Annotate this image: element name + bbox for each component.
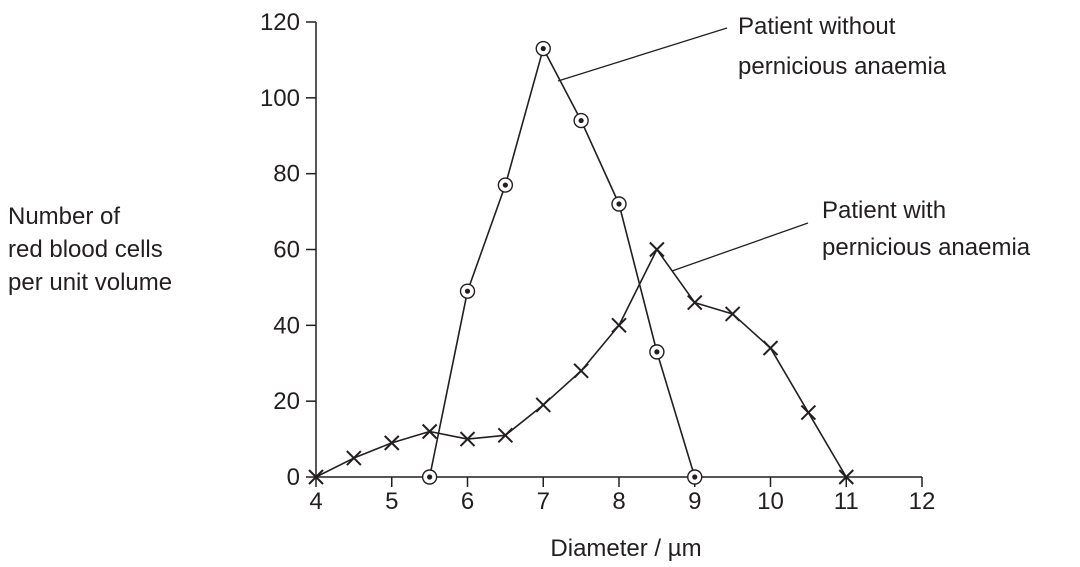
x-tick-label: 6	[461, 488, 474, 515]
data-point	[497, 177, 514, 193]
data-point	[762, 340, 779, 356]
series-line	[428, 47, 696, 478]
x-tick-label: 10	[757, 488, 784, 515]
y-tick-label: 100	[260, 85, 300, 112]
y-tick-label: 0	[287, 464, 300, 491]
y-tick-label: 20	[273, 388, 300, 415]
data-point	[573, 112, 589, 129]
series-without-anaemia	[421, 40, 703, 485]
data-point	[649, 241, 665, 258]
series-layer	[308, 40, 854, 485]
x-tick-label: 9	[688, 488, 701, 515]
annotations: Patient without pernicious anaemia Patie…	[557, 13, 1031, 272]
annotation-with-line-2: pernicious anaemia	[822, 234, 1031, 261]
annotation-with-line-1: Patient with	[822, 197, 946, 224]
annotation-without-line-1: Patient without	[738, 13, 896, 40]
x-tick-label: 5	[385, 488, 398, 515]
x-tick-label: 8	[612, 488, 625, 515]
series-line	[315, 248, 847, 478]
data-point	[611, 196, 627, 212]
x-tick-label: 12	[909, 488, 936, 515]
data-point	[838, 469, 854, 485]
data-point	[687, 469, 703, 485]
data-point	[421, 469, 438, 485]
y-axis-label-line-1: Number of	[8, 203, 121, 230]
x-axis-label: Diameter / µm	[550, 535, 701, 562]
data-point	[687, 294, 703, 311]
y-tick-label: 60	[273, 237, 300, 264]
data-point	[611, 317, 627, 334]
y-tick-label: 120	[260, 9, 300, 36]
y-axis-label-line-3: per unit volume	[8, 269, 173, 296]
y-tick-label: 80	[273, 161, 300, 188]
leader-line-without	[557, 27, 728, 82]
data-point	[800, 404, 817, 421]
data-point	[384, 435, 400, 451]
x-tick-label: 11	[834, 488, 859, 515]
data-point	[535, 397, 551, 413]
leader-line-with	[671, 222, 809, 272]
data-point	[573, 363, 589, 379]
x-tick-label: 7	[537, 488, 550, 515]
data-point	[421, 423, 438, 440]
data-point	[459, 283, 476, 299]
data-point	[497, 427, 514, 443]
data-point	[724, 306, 741, 322]
series-with-anaemia	[308, 241, 854, 485]
y-axis-label-line-2: red blood cells	[8, 236, 163, 263]
y-axis-label: Number of red blood cells per unit volum…	[8, 200, 172, 299]
data-point	[459, 431, 476, 447]
annotation-without-line-2: pernicious anaemia	[738, 53, 947, 80]
data-point	[346, 450, 362, 466]
x-tick-label: 4	[309, 488, 322, 515]
data-point	[535, 40, 551, 57]
data-point	[308, 469, 324, 485]
y-tick-label: 40	[273, 312, 300, 339]
data-point	[649, 344, 665, 360]
